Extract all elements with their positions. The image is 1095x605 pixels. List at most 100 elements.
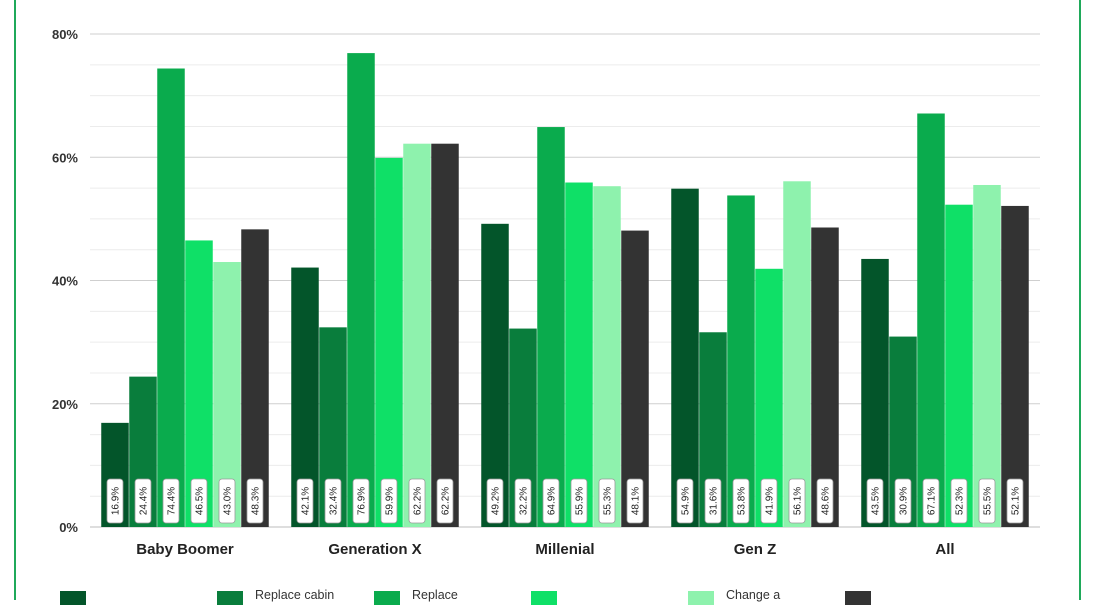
bar: [783, 181, 811, 527]
data-label-box: [570, 478, 588, 524]
data-label-box: [296, 478, 314, 524]
data-label-box: [1006, 478, 1024, 524]
data-label-box: [626, 478, 644, 524]
data-label: 48.6%: [821, 487, 832, 515]
data-label-box: [788, 478, 806, 524]
right-border: [1079, 0, 1081, 600]
bar: [403, 143, 431, 527]
data-label-box: [978, 478, 996, 524]
bar: [811, 227, 839, 527]
bar: [593, 186, 621, 527]
data-label-box: [246, 478, 264, 524]
data-label: 54.9%: [681, 487, 692, 515]
data-label: 48.3%: [251, 487, 262, 515]
data-label: 56.1%: [793, 487, 804, 515]
y-tick-label: 60%: [52, 150, 78, 165]
y-tick-labels: 0% 20% 40% 60% 80%: [52, 27, 78, 535]
data-label: 42.1%: [301, 487, 312, 515]
data-label: 76.9%: [357, 487, 368, 515]
data-label: 32.4%: [329, 487, 340, 515]
legend-swatch: [688, 591, 714, 605]
data-label-box: [486, 478, 504, 524]
bar: [347, 53, 375, 527]
bar: [481, 223, 509, 527]
legend: Replace cabin Replace Change a: [60, 586, 1040, 605]
data-label: 64.9%: [547, 487, 558, 515]
data-label-box: [542, 478, 560, 524]
y-tick-label: 40%: [52, 274, 78, 289]
data-label: 16.9%: [111, 487, 122, 515]
data-label-box: [950, 478, 968, 524]
data-label-box: [598, 478, 616, 524]
data-label: 31.6%: [709, 487, 720, 515]
data-label-box: [106, 478, 124, 524]
data-label-box: [514, 478, 532, 524]
data-label: 32.2%: [519, 487, 530, 515]
legend-label: Replace cabin: [255, 588, 335, 602]
data-label: 74.4%: [167, 487, 178, 515]
data-label-box: [408, 478, 426, 524]
data-label-box: [676, 478, 694, 524]
bar: [431, 143, 459, 527]
data-label-box: [704, 478, 722, 524]
data-label-box: [894, 478, 912, 524]
data-label: 59.9%: [385, 487, 396, 515]
data-label: 52.1%: [1011, 487, 1022, 515]
data-label-box: [380, 478, 398, 524]
y-tick-label: 20%: [52, 397, 78, 412]
data-label-box: [922, 478, 940, 524]
bar: [671, 188, 699, 527]
data-label: 52.3%: [955, 487, 966, 515]
data-label-box: [760, 478, 778, 524]
data-label: 55.3%: [603, 487, 614, 515]
bar: [945, 204, 973, 528]
category-label: Gen Z: [734, 541, 777, 558]
data-label: 48.1%: [631, 487, 642, 515]
legend-label: Change a: [726, 588, 781, 602]
data-label-box: [324, 478, 342, 524]
data-label: 24.4%: [139, 487, 150, 515]
data-label-box: [218, 478, 236, 524]
data-label-box: [436, 478, 454, 524]
category-label: Millenial: [535, 541, 594, 558]
data-label: 30.9%: [899, 487, 910, 515]
y-tick-label: 80%: [52, 27, 78, 42]
bar: [537, 127, 565, 528]
data-label: 41.9%: [765, 487, 776, 515]
legend-swatch: [845, 591, 871, 605]
legend-label: Replace: [412, 588, 458, 602]
data-label: 43.0%: [223, 487, 234, 515]
category-label: Generation X: [328, 541, 421, 558]
category-labels: Baby Boomer Generation X Millenial Gen Z All: [136, 541, 954, 558]
legend-swatch: [531, 591, 557, 605]
data-label: 46.5%: [195, 487, 206, 515]
data-label-box: [866, 478, 884, 524]
data-label: 62.2%: [413, 487, 424, 515]
data-label: 49.2%: [491, 487, 502, 515]
category-label: Baby Boomer: [136, 541, 234, 558]
bar: [917, 113, 945, 527]
data-label: 43.5%: [871, 487, 882, 515]
category-label: All: [935, 541, 954, 558]
bar: [375, 157, 403, 527]
bar: [727, 195, 755, 527]
data-label-box: [352, 478, 370, 524]
bar: [241, 229, 269, 527]
data-label-box: [816, 478, 834, 524]
y-tick-label: 0%: [59, 520, 78, 535]
data-label: 55.5%: [983, 487, 994, 515]
data-label: 62.2%: [441, 487, 452, 515]
bars: 16.9% 24.4% 74.4% 46.5% 43.0% 48.3% 42.1% 32.4%…: [101, 53, 1029, 528]
data-label-box: [162, 478, 180, 524]
legend-swatch: [60, 591, 86, 605]
data-label: 67.1%: [927, 487, 938, 515]
legend-swatch: [374, 591, 400, 605]
bar: [621, 230, 649, 528]
data-label-box: [134, 478, 152, 524]
bar: [565, 182, 593, 528]
grid-lines: [90, 33, 1040, 528]
data-label-box: [732, 478, 750, 524]
legend-swatch: [217, 591, 243, 605]
data-label: 55.9%: [575, 487, 586, 515]
